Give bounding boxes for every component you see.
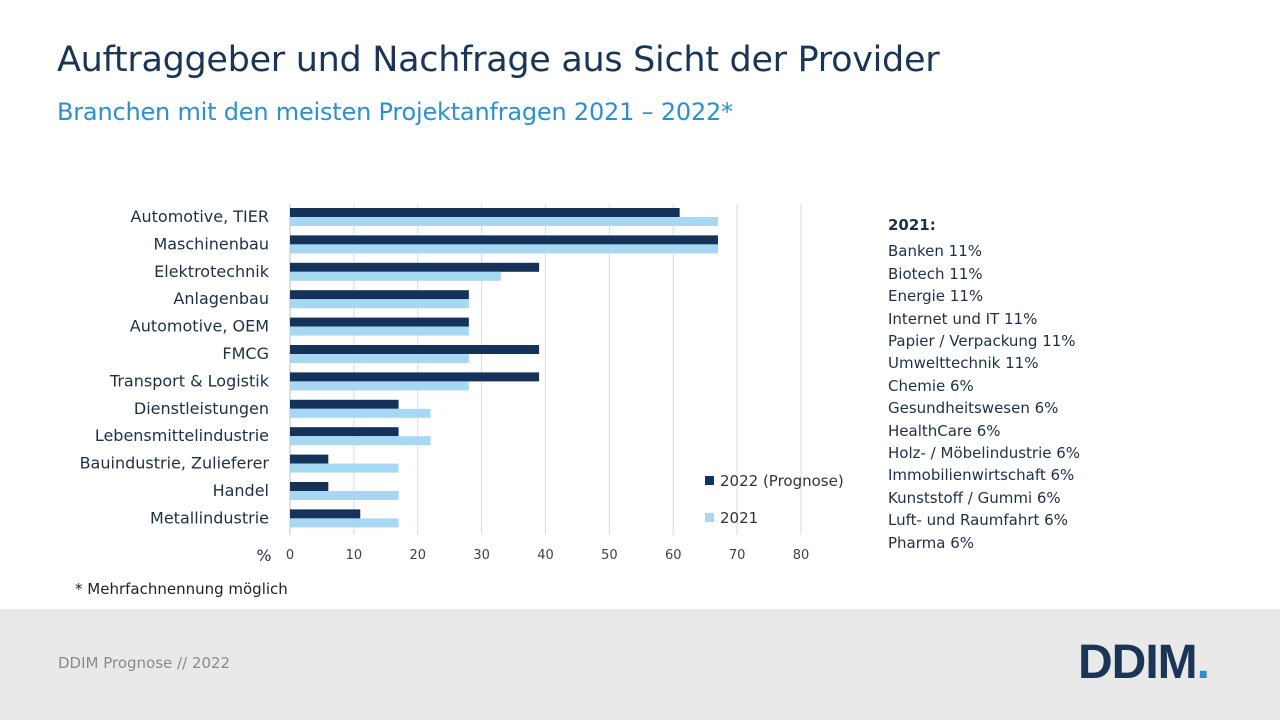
bar-2021	[290, 518, 399, 528]
note-item: Internet und IT 11%	[888, 309, 1038, 328]
note-item: Banken 11%	[888, 242, 982, 261]
logo-dot: .	[1196, 636, 1210, 689]
legend-item-2021: 2021	[705, 499, 844, 536]
bar-2022	[290, 208, 680, 217]
ddim-logo: DDIM.	[1078, 635, 1210, 690]
note-item: Chemie 6%	[888, 376, 974, 395]
bar-2021	[290, 354, 469, 363]
category-label: Automotive, TIER	[131, 207, 269, 226]
note-item: Luft- und Raumfahrt 6%	[888, 511, 1068, 530]
category-label: Elektrotechnik	[154, 262, 270, 281]
x-tick-label: 70	[729, 548, 746, 563]
x-tick-label: 60	[665, 548, 682, 563]
page-title: Auftraggeber und Nachfrage aus Sicht der…	[57, 40, 940, 80]
bar-2022	[290, 372, 540, 382]
bar-2022	[290, 317, 469, 327]
note-item: Gesundheitswesen 6%	[888, 399, 1059, 418]
bar-2022	[290, 235, 718, 245]
footnote: * Mehrfachnennung möglich	[75, 580, 288, 598]
x-tick-label: 0	[286, 548, 294, 563]
bar-chart: Automotive, TIER Maschinenbau Elektrotechn…	[80, 204, 810, 565]
footer-bar: DDIM Prognose // 2022 DDIM.	[0, 609, 1280, 720]
legend-item-2022: 2022 (Prognose)	[705, 462, 844, 499]
x-tick-label: 80	[793, 548, 810, 563]
page-subtitle: Branchen mit den meisten Projektanfragen…	[57, 98, 733, 126]
category-label: Transport & Logistik	[109, 371, 270, 390]
x-tick-label: 50	[601, 548, 618, 563]
x-tick-label: 20	[409, 548, 426, 563]
logo-text: DDIM	[1078, 636, 1198, 689]
category-label: Lebensmittelindustrie	[95, 426, 269, 445]
x-tick-label: 10	[346, 548, 363, 563]
other-industries-2021: 2021: Banken 11% Biotech 11% Energie 11%…	[888, 214, 1080, 554]
category-label: Anlagenbau	[173, 289, 269, 308]
bar-2022	[290, 454, 329, 464]
note-item: Holz- / Möbelindustrie 6%	[888, 444, 1081, 463]
category-label: Metallindustrie	[150, 508, 269, 527]
legend-label-2022: 2022 (Prognose)	[720, 471, 844, 490]
category-label: Bauindustrie, Zulieferer	[80, 454, 270, 473]
category-label: Maschinenbau	[153, 234, 269, 253]
legend-swatch-2022	[705, 476, 714, 485]
bar-2022	[290, 482, 329, 491]
note-item: Papier / Verpackung 11%	[888, 332, 1076, 351]
bar-2021	[290, 299, 469, 309]
bar-2022	[290, 509, 361, 519]
bar-2021	[290, 436, 431, 446]
category-label: Dienstleistungen	[134, 399, 269, 418]
category-label: Handel	[213, 481, 269, 500]
bar-2022	[290, 399, 399, 409]
footer-text: DDIM Prognose // 2022	[58, 654, 231, 672]
x-tick-label: 30	[473, 548, 490, 563]
legend-label-2021: 2021	[720, 508, 759, 527]
bar-2021	[290, 326, 469, 336]
notes-heading: 2021:	[888, 216, 936, 234]
bar-2021	[290, 217, 718, 226]
note-item: Umwelttechnik 11%	[888, 354, 1039, 373]
category-label: Automotive, OEM	[130, 317, 269, 336]
bar-2021	[290, 271, 501, 281]
note-item: HealthCare 6%	[888, 421, 1001, 440]
bar-2021	[290, 463, 399, 473]
x-axis-label: %	[256, 546, 271, 565]
note-item: Biotech 11%	[888, 264, 983, 283]
bar-2022	[290, 290, 469, 300]
note-item: Kunststoff / Gummi 6%	[888, 488, 1061, 507]
note-item: Immobilienwirtschaft 6%	[888, 466, 1075, 485]
bar-2021	[290, 381, 469, 391]
note-item: Pharma 6%	[888, 533, 975, 552]
chart-legend: 2022 (Prognose) 2021	[705, 462, 844, 536]
note-item: Energie 11%	[888, 287, 984, 306]
bar-2021	[290, 491, 399, 500]
bar-2022	[290, 262, 540, 272]
category-label: FMCG	[222, 344, 269, 363]
bar-2021	[290, 244, 718, 254]
x-tick-label: 40	[537, 548, 554, 563]
bar-2021	[290, 408, 431, 418]
bar-2022	[290, 427, 399, 437]
legend-swatch-2021	[705, 513, 714, 522]
bar-2022	[290, 345, 540, 354]
